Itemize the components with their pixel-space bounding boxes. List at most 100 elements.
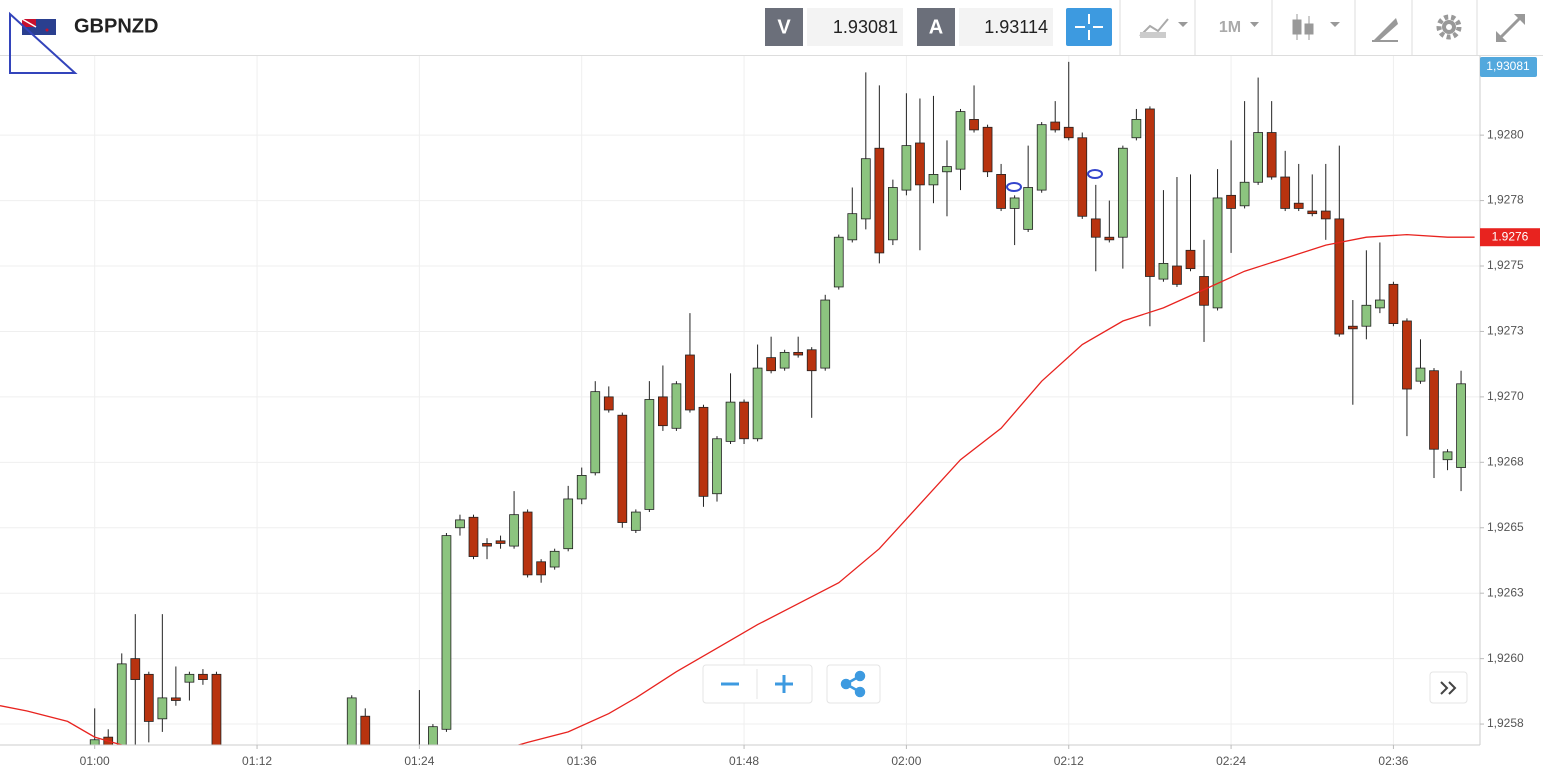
moving-average <box>0 233 1475 745</box>
buy-label: A <box>929 16 943 38</box>
candle-body <box>1226 194 1236 209</box>
candle-body <box>1117 147 1128 238</box>
share-icon <box>840 670 866 698</box>
candle-body <box>482 543 492 547</box>
sell-price: 1.93081 <box>833 17 898 37</box>
sell-price-box[interactable] <box>807 8 903 46</box>
y-tick-label: 1,9263 <box>1487 585 1524 599</box>
y-tick-label: 1,9268 <box>1487 454 1524 468</box>
candle-body <box>89 739 100 745</box>
x-tick-label: 02:24 <box>1216 754 1246 768</box>
candle-body <box>752 367 763 440</box>
toolbar-dividers <box>1119 0 1478 55</box>
drawing-button[interactable] <box>1372 18 1398 42</box>
candle-body <box>1307 210 1318 215</box>
candle-body <box>509 514 519 547</box>
candle-body <box>1266 132 1277 178</box>
buy-price-box[interactable] <box>959 8 1053 46</box>
candle-body <box>1199 276 1209 306</box>
indicators-button[interactable] <box>1292 14 1340 40</box>
candle-body <box>1293 202 1304 209</box>
sell-button[interactable] <box>765 8 803 46</box>
x-tick-label: 01:00 <box>80 754 110 768</box>
candle-body <box>1036 124 1047 191</box>
y-tick-label: 1,9273 <box>1487 324 1524 338</box>
ma-label: 1.9276 <box>1492 229 1529 243</box>
candle-body <box>522 511 533 576</box>
candle-body <box>116 663 127 745</box>
candle-body <box>536 561 546 576</box>
fullscreen-button[interactable] <box>1496 14 1525 42</box>
zoom-controls <box>702 664 1468 704</box>
x-tick-label: 02:00 <box>891 754 921 768</box>
candle-body <box>685 354 695 411</box>
candle-body <box>1050 121 1061 131</box>
candle-body <box>969 119 979 131</box>
candle-body <box>1090 218 1101 238</box>
candle-body <box>1158 262 1169 280</box>
candle-body <box>428 726 438 745</box>
timeframe-caret <box>1250 22 1259 27</box>
candle-body <box>955 111 966 170</box>
price-label-box <box>1480 57 1537 77</box>
candle-body <box>793 351 804 356</box>
candle-body <box>982 126 993 173</box>
crosshair-button[interactable] <box>1066 8 1112 46</box>
scroll-end-button[interactable] <box>1429 671 1468 704</box>
candle-body <box>1172 265 1182 285</box>
sell-label: V <box>777 16 791 38</box>
candle-body <box>1063 126 1074 139</box>
y-tick-label: 1,9265 <box>1487 520 1524 534</box>
candle-body <box>563 498 574 550</box>
timeframe[interactable]: 1M <box>1219 19 1241 36</box>
x-tick-label: 01:36 <box>567 754 597 768</box>
price-label: 1,93081 <box>1486 59 1530 73</box>
y-tick-label: 1,9260 <box>1487 651 1524 665</box>
candle-body <box>211 673 222 745</box>
candle-body <box>1185 249 1196 270</box>
chart-type-button[interactable] <box>1139 18 1188 38</box>
candle-body <box>1442 451 1453 461</box>
zoom-in[interactable] <box>775 675 793 693</box>
candle-body <box>1388 283 1399 324</box>
x-tick-label: 01:12 <box>242 754 272 768</box>
share-button[interactable] <box>826 664 881 704</box>
candle-body <box>1145 108 1155 277</box>
candle-body <box>1429 370 1439 450</box>
candle-body <box>779 351 790 369</box>
candle-body <box>1253 132 1263 183</box>
marker <box>1087 169 1103 179</box>
marker <box>1006 182 1022 192</box>
ma-label-box <box>1480 228 1540 247</box>
x-tick-label: 01:24 <box>404 754 434 768</box>
buy-button[interactable] <box>917 8 955 46</box>
y-tick-label: 1,9280 <box>1487 127 1524 141</box>
candle-body <box>1415 367 1426 382</box>
candle-body <box>847 213 858 241</box>
candle-body <box>644 399 655 510</box>
candle-body <box>184 673 195 683</box>
candle-body <box>617 414 628 523</box>
candle-body <box>833 236 844 288</box>
candle-body <box>1212 197 1223 309</box>
candle-body <box>143 673 154 722</box>
buy-price: 1.93114 <box>984 17 1048 37</box>
plot-area <box>0 61 1475 745</box>
candle-body <box>1009 197 1020 209</box>
candle-body <box>590 391 601 474</box>
candle-body <box>1320 210 1331 220</box>
x-tick-label: 02:12 <box>1054 754 1084 768</box>
y-tick-label: 1,9275 <box>1487 258 1524 272</box>
candle-body <box>441 535 452 730</box>
candle-body <box>820 299 831 369</box>
y-tick-label: 1,9278 <box>1487 193 1524 207</box>
candle-body <box>806 349 817 372</box>
candle-body <box>1131 119 1142 139</box>
candle-body <box>603 396 614 411</box>
candle-body <box>1239 181 1250 207</box>
candle-body <box>1334 218 1345 335</box>
candle-body <box>1347 325 1358 330</box>
candle-body <box>766 357 776 372</box>
candle-body <box>1456 383 1466 468</box>
settings-button[interactable] <box>1436 14 1462 40</box>
